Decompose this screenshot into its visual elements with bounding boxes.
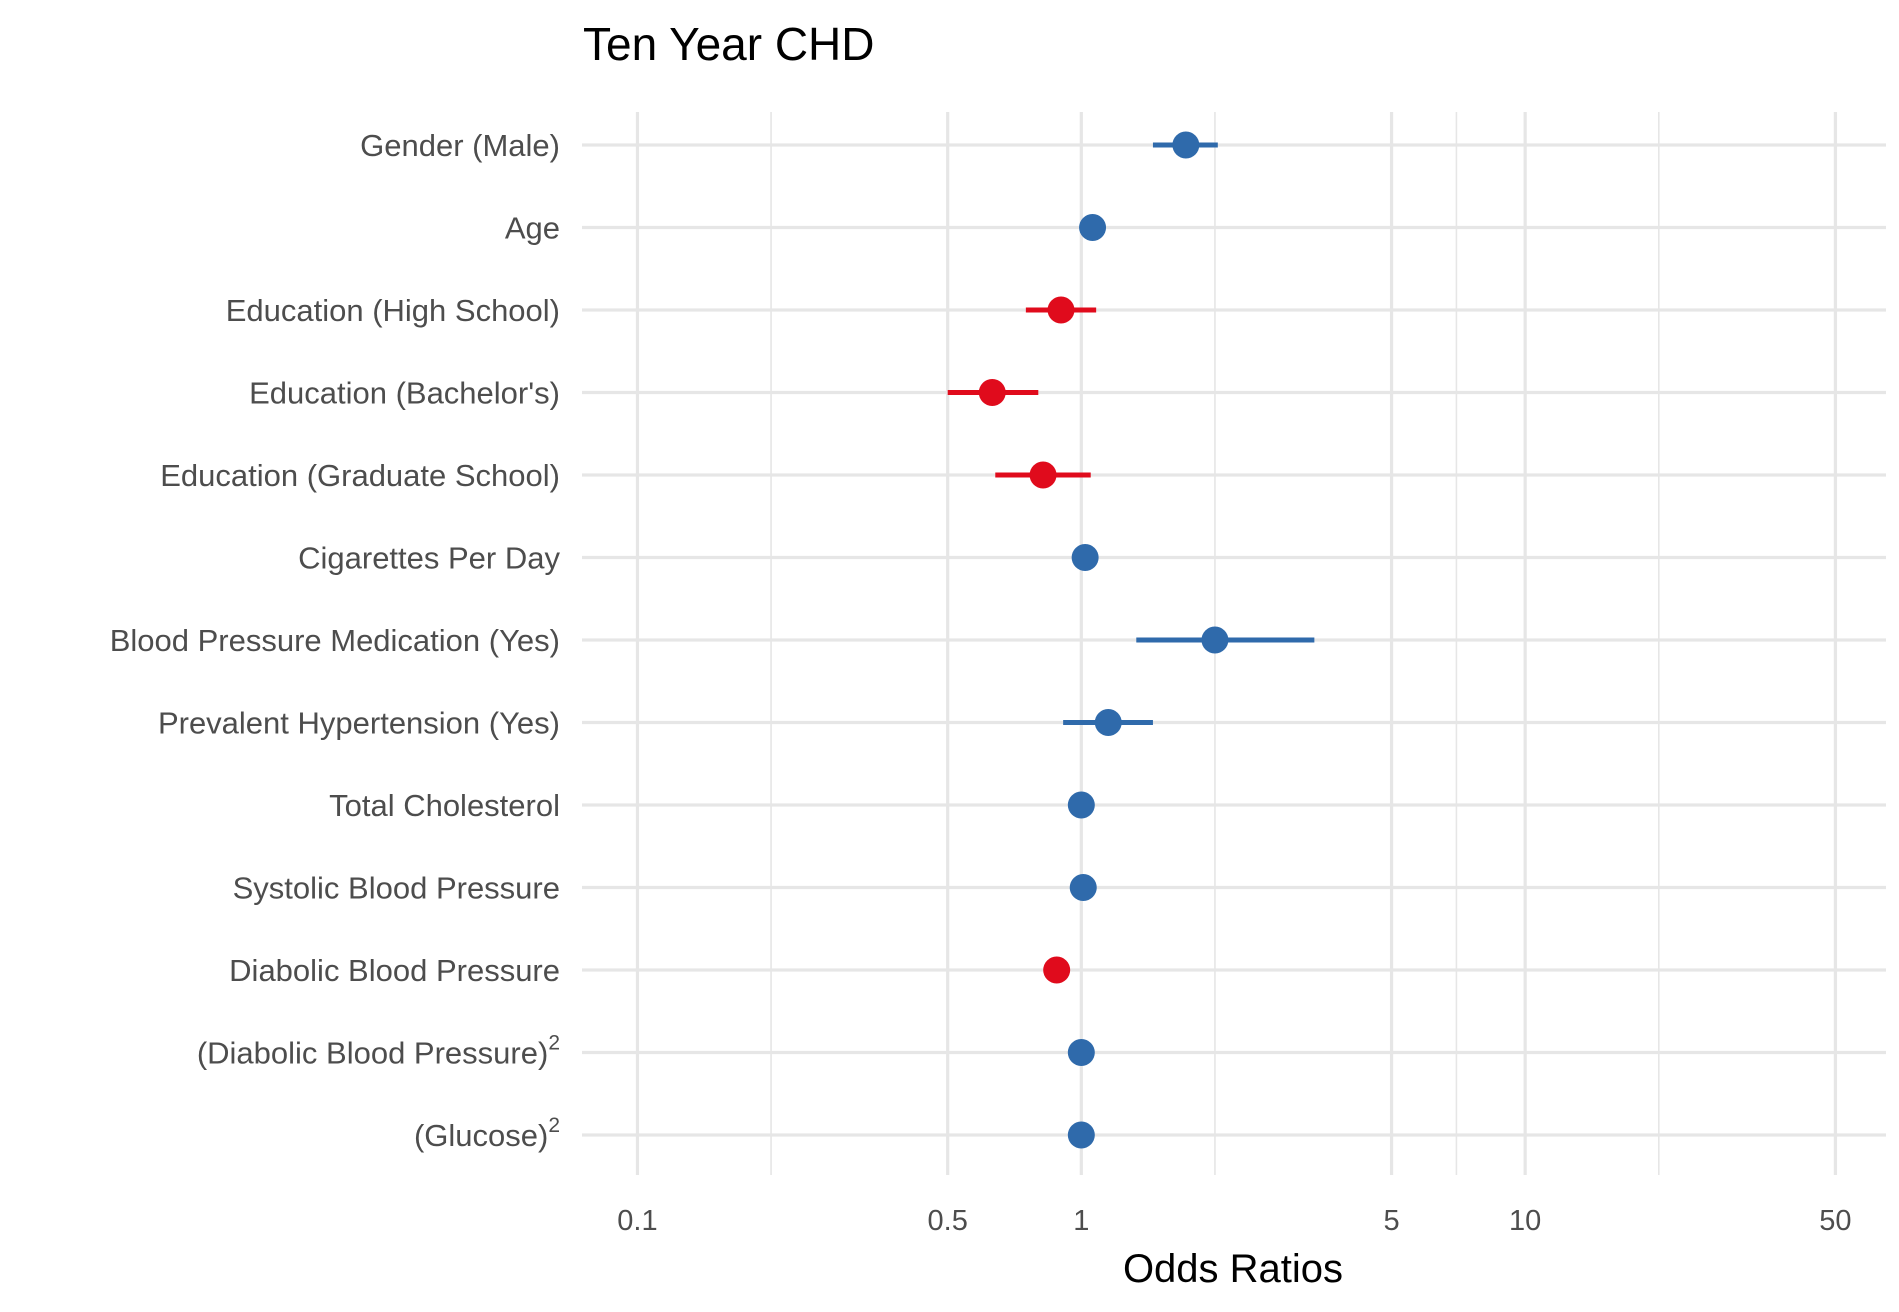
- x-tick-label: 0.1: [617, 1205, 657, 1237]
- y-tick-label: Diabolic Blood Pressure: [229, 953, 560, 988]
- y-tick-label: Education (Graduate School): [160, 458, 560, 493]
- x-tick-label: 10: [1509, 1205, 1541, 1237]
- y-tick-label: (Diabolic Blood Pressure)2: [197, 1032, 560, 1071]
- y-tick-label: Education (Bachelor's): [249, 376, 560, 411]
- odds-ratio-point: [1079, 214, 1107, 241]
- y-tick-label: Systolic Blood Pressure: [233, 871, 560, 906]
- y-tick-label: Cigarettes Per Day: [298, 541, 560, 576]
- odds-ratio-point: [1029, 461, 1057, 489]
- y-tick-label: Blood Pressure Medication (Yes): [110, 623, 560, 658]
- odds-ratio-point: [1067, 1039, 1095, 1066]
- chart-title: Ten Year CHD: [583, 18, 875, 70]
- x-tick-label: 5: [1383, 1205, 1399, 1237]
- y-tick-label: Age: [505, 211, 560, 246]
- estimate-points: [978, 131, 1229, 1149]
- x-tick-label: 1: [1073, 1205, 1089, 1237]
- odds-ratio-point: [978, 379, 1006, 406]
- y-tick-label: Gender (Male): [360, 128, 560, 163]
- odds-ratio-point: [1067, 791, 1095, 819]
- odds-ratio-point: [1067, 1121, 1095, 1149]
- odds-ratio-point: [1069, 874, 1097, 901]
- x-axis-label: Odds Ratios: [1123, 1247, 1343, 1291]
- gridlines: [582, 112, 1886, 1175]
- y-tick-label: (Glucose)2: [414, 1114, 560, 1153]
- y-tick-label: Total Cholesterol: [329, 788, 560, 823]
- odds-ratio-point: [1071, 544, 1099, 571]
- y-tick-label: Education (High School): [226, 293, 560, 328]
- odds-ratio-point: [1172, 131, 1200, 159]
- y-axis-tick-labels: Gender (Male) Age Education (High School) E…: [110, 128, 561, 1153]
- odds-ratio-point: [1201, 626, 1229, 654]
- odds-ratio-point: [1043, 956, 1071, 984]
- x-axis-tick-labels: 0.1 0.5 1 5 10 50: [617, 1205, 1851, 1237]
- odds-ratio-point: [1047, 296, 1075, 324]
- x-tick-label: 0.5: [928, 1205, 968, 1237]
- odds-ratio-point: [1094, 709, 1122, 736]
- x-tick-label: 50: [1819, 1205, 1851, 1237]
- y-tick-label: Prevalent Hypertension (Yes): [158, 706, 560, 741]
